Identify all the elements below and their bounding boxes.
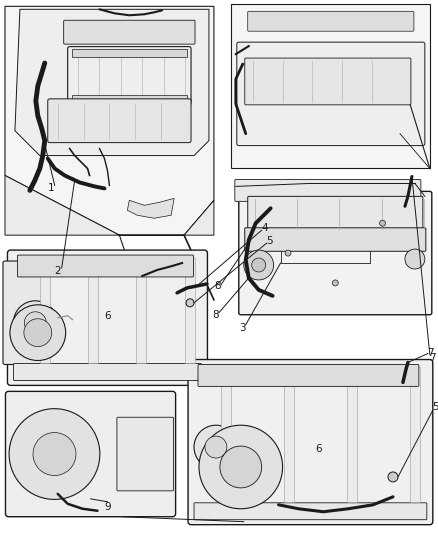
Bar	[72, 49, 187, 56]
Circle shape	[25, 312, 46, 334]
Circle shape	[194, 425, 238, 469]
Bar	[221, 367, 231, 502]
Bar	[284, 367, 294, 502]
Circle shape	[388, 472, 398, 482]
Text: 6: 6	[104, 311, 111, 321]
FancyBboxPatch shape	[48, 99, 191, 143]
Text: 6: 6	[315, 444, 321, 454]
FancyBboxPatch shape	[248, 196, 423, 232]
Circle shape	[33, 433, 76, 475]
Text: 5: 5	[266, 236, 273, 246]
Circle shape	[24, 319, 52, 346]
Circle shape	[380, 220, 385, 226]
Bar	[281, 208, 370, 263]
FancyBboxPatch shape	[245, 58, 411, 105]
FancyBboxPatch shape	[18, 255, 194, 277]
FancyBboxPatch shape	[117, 417, 173, 491]
FancyBboxPatch shape	[5, 391, 176, 516]
Text: 8: 8	[212, 310, 219, 320]
Text: 4: 4	[261, 223, 268, 233]
FancyBboxPatch shape	[245, 228, 426, 251]
Text: 8: 8	[215, 281, 221, 291]
Circle shape	[205, 436, 227, 458]
FancyBboxPatch shape	[3, 261, 47, 365]
FancyBboxPatch shape	[198, 365, 419, 386]
Bar	[184, 258, 194, 362]
FancyBboxPatch shape	[67, 46, 191, 106]
Bar	[88, 258, 99, 362]
Polygon shape	[15, 9, 209, 156]
Circle shape	[186, 299, 194, 307]
FancyBboxPatch shape	[235, 180, 421, 201]
Text: 7: 7	[427, 348, 434, 358]
FancyBboxPatch shape	[237, 42, 425, 146]
Text: 1: 1	[47, 183, 54, 193]
Text: 9: 9	[104, 502, 111, 512]
Polygon shape	[5, 6, 214, 235]
Circle shape	[244, 250, 274, 280]
Circle shape	[405, 249, 425, 269]
Bar	[72, 95, 187, 103]
Circle shape	[252, 258, 266, 272]
FancyBboxPatch shape	[239, 191, 432, 315]
Text: 7: 7	[430, 352, 436, 362]
FancyBboxPatch shape	[64, 20, 195, 44]
FancyBboxPatch shape	[231, 4, 430, 168]
Text: 5: 5	[432, 402, 438, 413]
FancyBboxPatch shape	[194, 503, 427, 520]
Circle shape	[9, 409, 100, 499]
Text: 3: 3	[240, 322, 246, 333]
Text: 2: 2	[54, 266, 61, 276]
FancyBboxPatch shape	[14, 364, 201, 381]
FancyBboxPatch shape	[188, 360, 433, 524]
Bar	[137, 258, 146, 362]
Bar	[40, 258, 50, 362]
Circle shape	[332, 280, 338, 286]
Circle shape	[14, 301, 57, 345]
Bar	[347, 367, 357, 502]
Circle shape	[285, 250, 291, 256]
FancyBboxPatch shape	[248, 11, 414, 31]
Circle shape	[199, 425, 283, 509]
Polygon shape	[127, 198, 174, 218]
Polygon shape	[5, 175, 214, 235]
Bar	[410, 367, 420, 502]
Circle shape	[220, 446, 261, 488]
FancyBboxPatch shape	[7, 250, 208, 385]
Circle shape	[10, 305, 66, 360]
